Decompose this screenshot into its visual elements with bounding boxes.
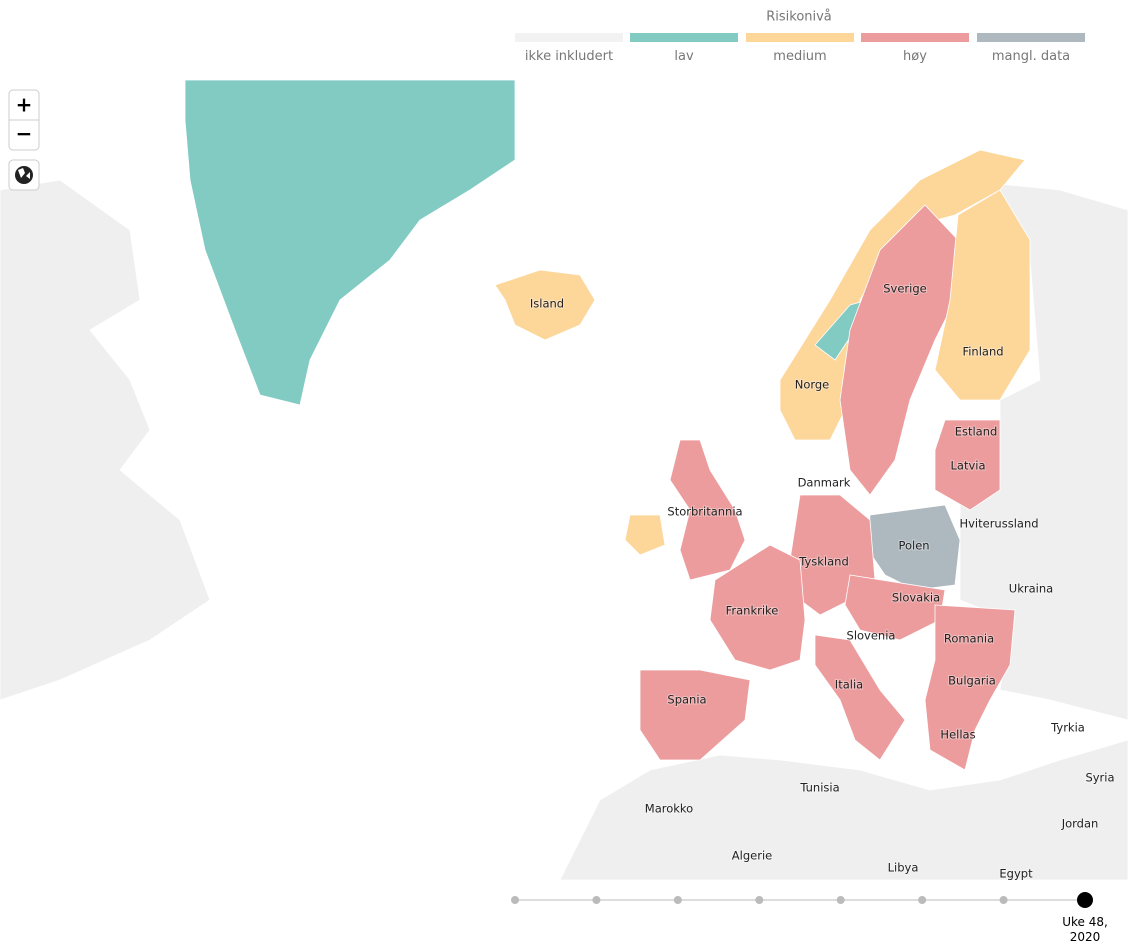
country-label: Sverige xyxy=(883,282,926,296)
timeline-step[interactable] xyxy=(999,896,1008,904)
country-label: Tunisia xyxy=(799,781,839,795)
country-label: Egypt xyxy=(999,867,1033,881)
map-shapes xyxy=(0,79,1128,881)
country-label: Algerie xyxy=(732,849,772,863)
timeline-label: Uke 48, xyxy=(1062,915,1108,929)
country-label: Spania xyxy=(667,693,706,707)
timeline: Uke 48, 2020 xyxy=(511,892,1108,944)
timeline-label: 2020 xyxy=(1070,930,1101,944)
country-label: Ukraina xyxy=(1009,582,1053,596)
country-label: Romania xyxy=(944,632,994,646)
timeline-step[interactable] xyxy=(836,896,845,904)
globe-icon xyxy=(15,166,33,184)
country-label: Syria xyxy=(1085,771,1114,785)
country-label: Finland xyxy=(962,345,1003,359)
timeline-step[interactable] xyxy=(511,896,519,904)
country-label: Storbritannia xyxy=(667,505,742,519)
country-label: Tyrkia xyxy=(1050,721,1085,735)
country-label: Bulgaria xyxy=(948,674,996,688)
legend-swatch xyxy=(977,33,1085,42)
zoom-controls: + − xyxy=(8,89,40,191)
legend-swatch xyxy=(515,33,623,42)
country-label: Tyskland xyxy=(798,555,849,569)
legend-label: mangl. data xyxy=(992,49,1070,64)
country-label: Norge xyxy=(795,378,830,392)
legend-title: Risikonivå xyxy=(766,10,832,25)
globe-land xyxy=(18,168,30,179)
timeline-step[interactable] xyxy=(592,896,601,904)
timeline-step[interactable] xyxy=(755,896,764,904)
country-label: Marokko xyxy=(645,802,693,816)
timeline-step[interactable] xyxy=(918,896,927,904)
timeline-step[interactable] xyxy=(673,896,682,904)
country-label: Italia xyxy=(835,678,863,692)
country-label: Libya xyxy=(888,861,919,875)
legend-label: ikke inkludert xyxy=(525,49,613,64)
legend-swatch xyxy=(746,33,854,42)
country-label: Slovakia xyxy=(892,591,940,605)
country-label: Latvia xyxy=(950,459,985,473)
legend-label: høy xyxy=(903,49,927,64)
country-label: Hellas xyxy=(940,728,975,742)
legend: Risikonivå ikke inkludert lav medium høy man… xyxy=(515,10,1085,64)
timeline-step[interactable] xyxy=(1077,892,1093,908)
country-label: Danmark xyxy=(798,476,851,490)
country-labels: Island Sverige Finland Norge Estland Latvia Da… xyxy=(529,281,1116,882)
legend-label: medium xyxy=(773,49,826,64)
country-label: Jordan xyxy=(1061,817,1099,831)
country-label: Hviterussland xyxy=(959,517,1038,531)
country-label: Polen xyxy=(898,539,929,553)
zoom-out[interactable]: − xyxy=(16,122,33,146)
legend-label: lav xyxy=(674,49,694,64)
zoom-in[interactable]: + xyxy=(16,93,33,117)
legend-swatch xyxy=(630,33,738,42)
country-label: Estland xyxy=(955,425,998,439)
country-label: Frankrike xyxy=(726,604,779,618)
country-label: Island xyxy=(530,297,564,311)
legend-swatch xyxy=(861,33,969,42)
country-label: Slovenia xyxy=(847,629,896,643)
